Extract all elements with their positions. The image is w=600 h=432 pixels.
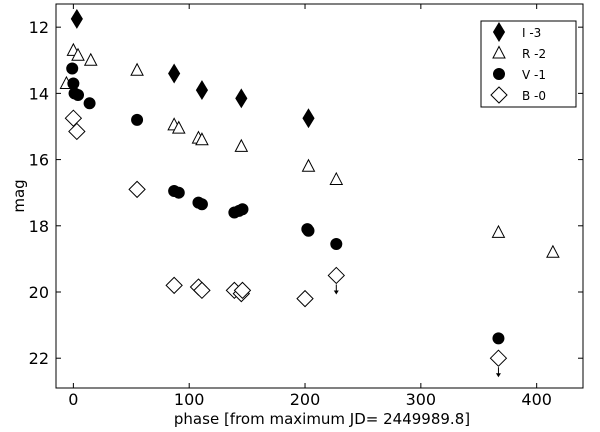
data-point (302, 224, 315, 237)
data-point (193, 281, 211, 300)
x-tick-label: 100 (174, 390, 205, 409)
y-axis-label: mag (10, 179, 28, 212)
legend-marker (492, 45, 506, 59)
data-point (301, 158, 316, 172)
data-point (195, 198, 208, 211)
series-2 (66, 62, 505, 345)
x-axis-label: phase [from maximum JD= 2449989.8] (174, 410, 470, 428)
data-point (128, 180, 146, 199)
legend-label: R -2 (522, 47, 546, 61)
data-point (195, 132, 209, 146)
data-point (195, 80, 209, 101)
data-point (296, 289, 314, 308)
data-point (83, 97, 96, 110)
data-point (491, 224, 506, 238)
series-1 (59, 42, 560, 258)
data-point (70, 8, 83, 29)
data-point (234, 138, 249, 152)
legend-marker (493, 68, 505, 80)
upper-limit-arrow-head (495, 373, 501, 378)
data-marks (59, 8, 560, 378)
data-point (171, 120, 186, 134)
legend-marker (492, 22, 506, 42)
data-point (546, 244, 560, 258)
upper-limit-arrow-head (333, 290, 339, 295)
data-point (168, 63, 181, 84)
data-point (327, 266, 346, 285)
data-point (329, 171, 344, 185)
data-point (64, 109, 83, 127)
data-point (71, 47, 85, 61)
legend-entry: B -0 (490, 86, 546, 104)
legend-label: V -1 (522, 68, 546, 82)
legend-label: I -3 (522, 26, 541, 40)
x-tick-label: 400 (521, 390, 552, 409)
data-point (66, 62, 79, 75)
plot-frame (55, 3, 584, 389)
data-point (68, 122, 86, 141)
y-tick-label: 12 (29, 18, 49, 37)
data-point (131, 113, 144, 126)
data-point (67, 77, 80, 90)
axis-ticks: 0 100 200 300 400 12 14 16 18 20 22 (29, 4, 583, 409)
data-point (165, 276, 183, 295)
data-point (489, 349, 508, 367)
legend-marker (490, 86, 508, 104)
data-point (236, 203, 249, 216)
y-tick-label: 18 (29, 217, 49, 236)
legend-label: B -0 (522, 89, 546, 103)
y-tick-label: 20 (29, 283, 49, 302)
series-3 (64, 109, 508, 367)
data-point (302, 108, 315, 129)
legend: I -3 R -2 V -1 B -0 (480, 20, 577, 108)
data-point (72, 89, 85, 102)
data-point (172, 186, 185, 199)
legend-entry: I -3 (492, 22, 541, 42)
series-0 (70, 8, 315, 129)
data-point (233, 281, 252, 300)
x-tick-label: 200 (290, 390, 321, 409)
data-point (492, 332, 505, 345)
y-tick-label: 16 (29, 151, 49, 170)
y-tick-label: 22 (29, 349, 49, 368)
data-point (330, 238, 343, 250)
legend-entry: V -1 (493, 68, 546, 82)
data-point (83, 52, 98, 66)
legend-entry: R -2 (492, 45, 546, 61)
x-tick-label: 300 (406, 390, 437, 409)
x-tick-label: 0 (68, 390, 78, 409)
data-point (235, 88, 248, 109)
y-tick-label: 14 (29, 84, 49, 103)
data-point (130, 62, 144, 76)
